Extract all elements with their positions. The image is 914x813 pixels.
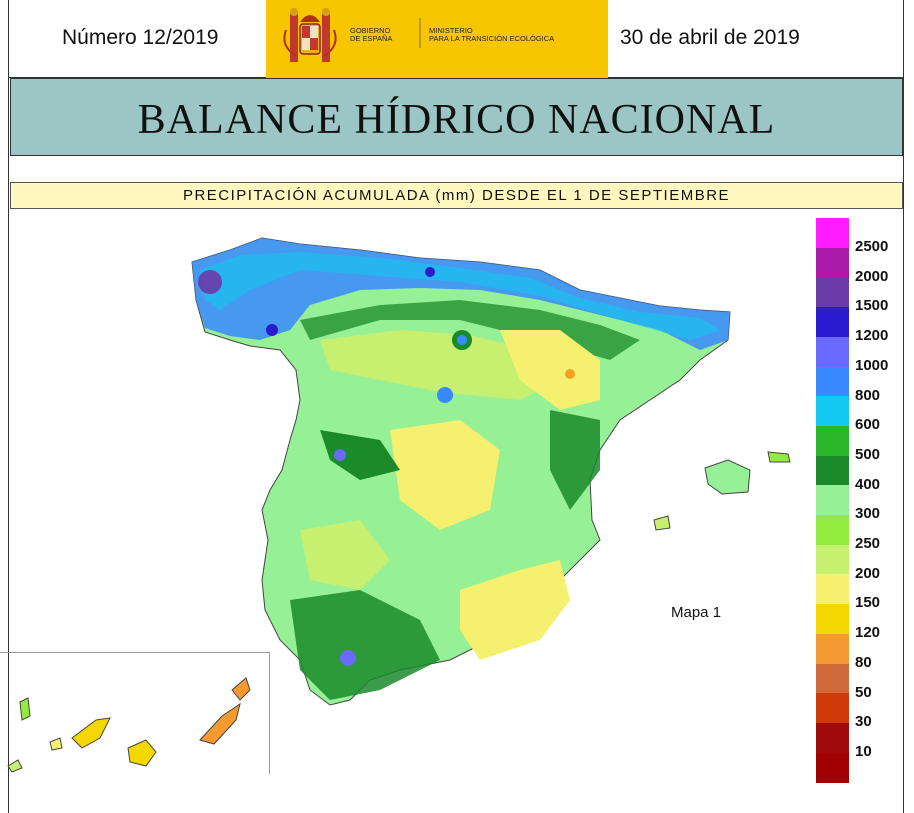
legend-swatch bbox=[816, 544, 849, 575]
system-central-green bbox=[320, 430, 400, 480]
map-subtitle: PRECIPITACIÓN ACUMULADA (mm) DESDE EL 1 … bbox=[182, 187, 731, 204]
legend-swatch bbox=[816, 307, 849, 338]
legend-swatch bbox=[816, 366, 849, 397]
legend-label: 600 bbox=[855, 416, 881, 434]
legend-label: 2000 bbox=[855, 267, 889, 285]
legend-label: 30 bbox=[855, 713, 872, 731]
legend-swatch bbox=[816, 693, 849, 724]
legend-swatch bbox=[816, 574, 849, 605]
la-palma-island bbox=[19, 697, 31, 721]
map-label: Mapa 1 bbox=[671, 604, 722, 621]
legend-swatch bbox=[816, 218, 849, 248]
legend-label: 80 bbox=[855, 653, 872, 671]
ministry-logo: GOBIERNO DE ESPAÑA MINISTERIO PARA LA TR… bbox=[266, 0, 608, 78]
canary-inset-frame bbox=[0, 652, 270, 774]
legend-swatch bbox=[816, 752, 849, 783]
legend-label: 800 bbox=[855, 386, 881, 404]
legend-swatch bbox=[816, 425, 849, 456]
south-central-dry bbox=[390, 420, 500, 530]
legend-label: 1200 bbox=[855, 327, 889, 345]
legend-label: 150 bbox=[855, 594, 881, 612]
page-frame bbox=[8, 0, 904, 813]
legend-label: 10 bbox=[855, 742, 872, 760]
legend-swatch bbox=[816, 455, 849, 486]
west-dry bbox=[300, 520, 390, 590]
gov-text-line1: GOBIERNO bbox=[350, 26, 391, 35]
lanzarote-island bbox=[231, 677, 251, 701]
el-hierro-island bbox=[7, 759, 23, 773]
legend-swatch bbox=[816, 663, 849, 694]
legend-swatch bbox=[816, 485, 849, 516]
legend-label: 120 bbox=[855, 624, 881, 642]
mallorca-island bbox=[704, 459, 751, 495]
ebro-dry-zone bbox=[500, 330, 600, 410]
southeast-dry bbox=[460, 560, 570, 660]
legend-label: 500 bbox=[855, 445, 881, 463]
legend-label: 400 bbox=[855, 475, 881, 493]
bulletin-date: 30 de abril de 2019 bbox=[620, 26, 800, 49]
legend-swatch bbox=[816, 633, 849, 664]
la-gomera-island bbox=[49, 737, 63, 751]
title-bar: BALANCE HÍDRICO NACIONAL bbox=[10, 78, 903, 156]
logo-graphic bbox=[266, 0, 608, 78]
legend-swatch bbox=[816, 396, 849, 427]
legend-swatch bbox=[816, 604, 849, 635]
east-green bbox=[550, 410, 600, 510]
green-band bbox=[300, 300, 640, 360]
ministry-text-line2: PARA LA TRANSICIÓN ECOLÓGICA bbox=[429, 34, 555, 43]
tenerife-island bbox=[71, 717, 111, 749]
gran-canaria-island bbox=[127, 739, 157, 767]
legend-swatch bbox=[816, 277, 849, 308]
legend-label: 250 bbox=[855, 535, 881, 552]
bulletin-number: Número 12/2019 bbox=[62, 26, 219, 49]
legend-label: 1000 bbox=[855, 356, 889, 374]
ministry-text-line1: MINISTERIO bbox=[429, 26, 473, 35]
legend-label: 1500 bbox=[855, 297, 889, 315]
central-dry-zone bbox=[320, 330, 560, 400]
page-title: BALANCE HÍDRICO NACIONAL bbox=[137, 97, 776, 143]
legend-swatch bbox=[816, 247, 849, 278]
legend-swatch bbox=[816, 336, 849, 367]
coat-of-arms-icon bbox=[283, 8, 337, 62]
north-coast-strip bbox=[200, 252, 720, 340]
legend-label: 200 bbox=[855, 564, 881, 582]
legend-label: 300 bbox=[855, 505, 881, 523]
subtitle-bar: PRECIPITACIÓN ACUMULADA (mm) DESDE EL 1 … bbox=[10, 182, 903, 209]
legend-label: 2500 bbox=[855, 238, 889, 255]
legend-label: 50 bbox=[855, 683, 872, 701]
fuerteventura-island bbox=[199, 702, 241, 745]
legend-swatch bbox=[816, 515, 849, 545]
ibiza-island bbox=[653, 515, 671, 531]
south-green bbox=[290, 590, 440, 700]
gov-text-line2: DE ESPAÑA bbox=[350, 34, 393, 43]
legend-swatch bbox=[816, 722, 849, 753]
menorca-island bbox=[767, 451, 791, 463]
